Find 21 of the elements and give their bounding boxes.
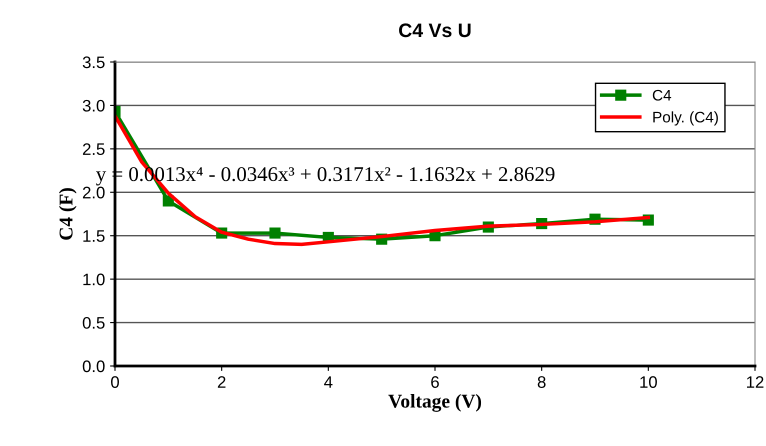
point xyxy=(269,228,281,239)
x-axis-title: Voltage (V) xyxy=(388,394,482,412)
chart-title: C4 Vs U xyxy=(399,23,471,38)
y-tick-label: 2.0 xyxy=(82,186,105,198)
y-tick-label: 0.0 xyxy=(82,360,105,372)
y-tick-label: 3.5 xyxy=(82,56,105,68)
x-tick-label: 6 xyxy=(431,376,439,388)
legend-label: Poly. (C4) xyxy=(653,111,718,126)
x-tick-label: 0 xyxy=(111,376,119,388)
y-tick-label: 2.5 xyxy=(82,143,105,156)
x-tick-label: 10 xyxy=(640,376,657,388)
y-tick-label: 1.5 xyxy=(83,230,105,242)
legend-label: C4 xyxy=(652,90,672,101)
x-tick-label: 4 xyxy=(324,376,332,388)
x-tick-label: 12 xyxy=(747,376,764,388)
y-axis-title: C4 (F) xyxy=(58,188,77,240)
x-tick-label: 2 xyxy=(218,376,226,388)
y-tick-label: 0.5 xyxy=(82,316,105,329)
y-tick-label: 3.0 xyxy=(82,100,105,112)
x-tick-label: 8 xyxy=(538,376,546,388)
y-tick-label: 1.0 xyxy=(83,274,105,286)
